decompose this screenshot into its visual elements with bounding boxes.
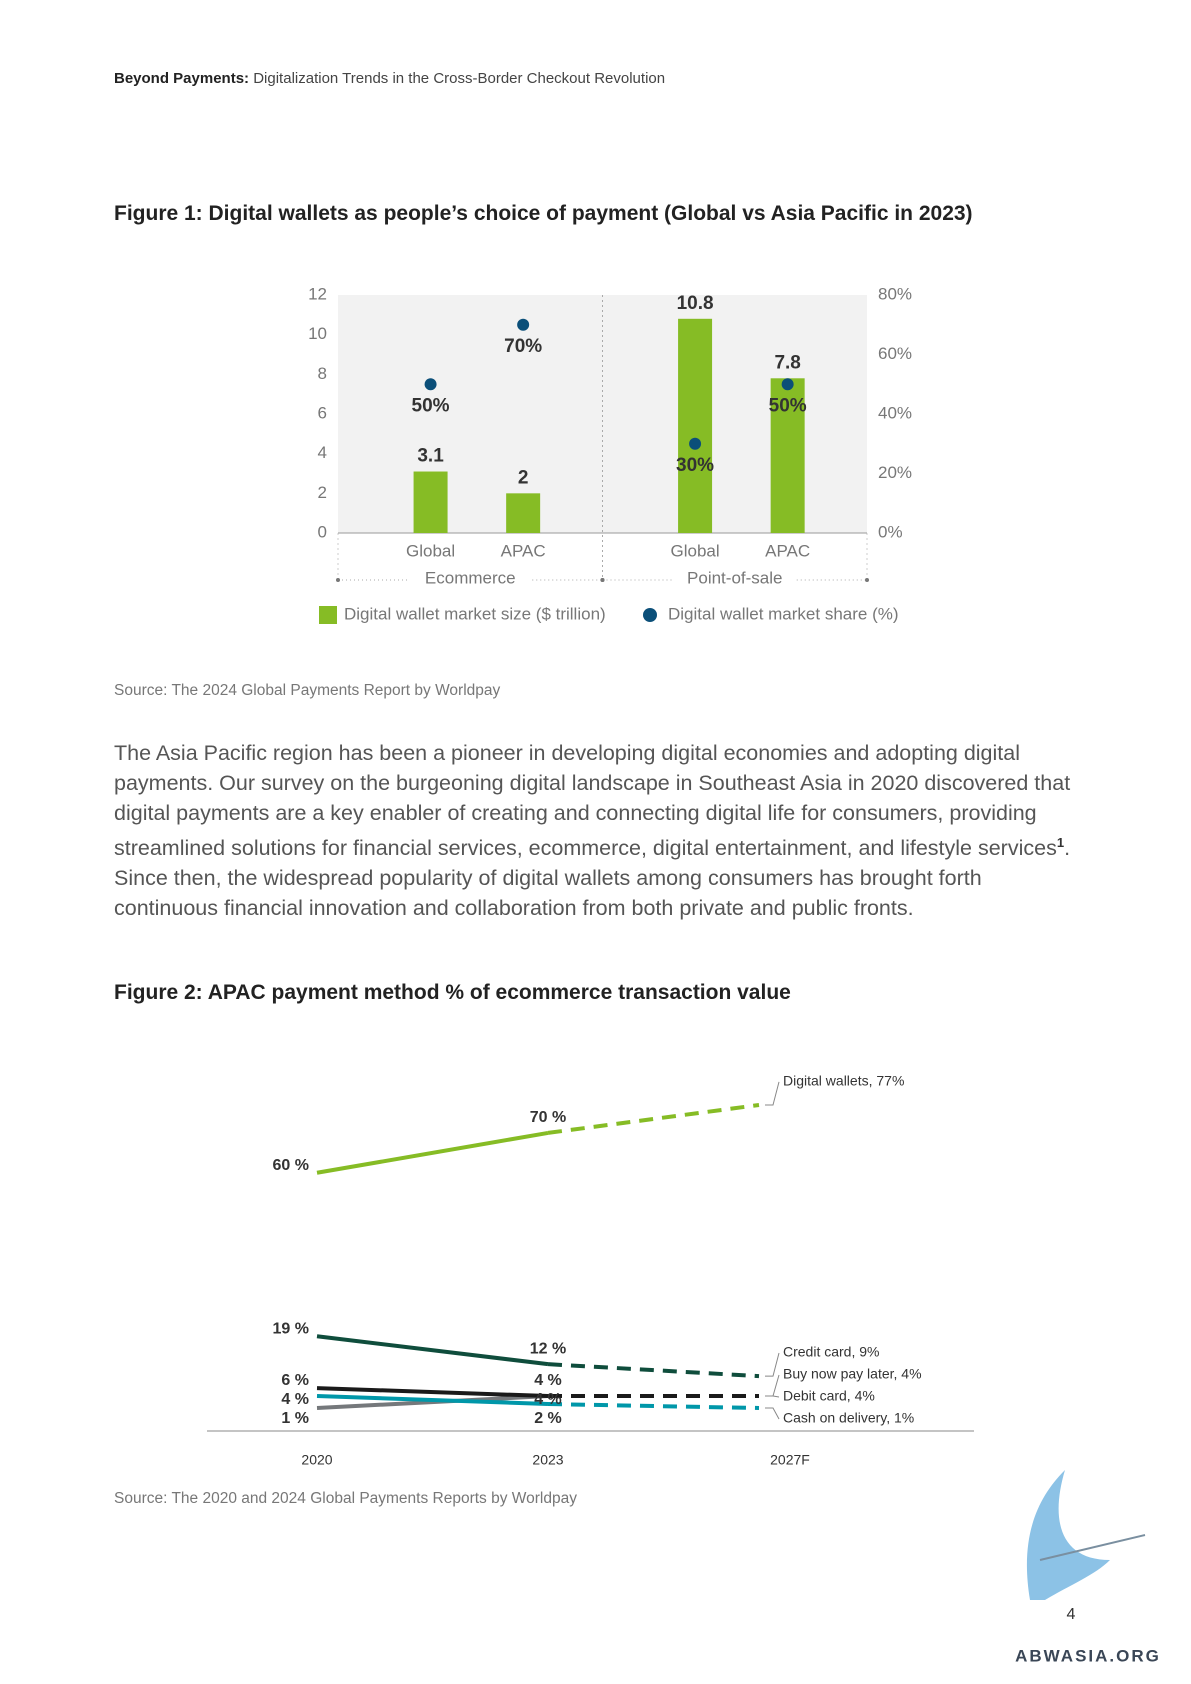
data-label: 50% [769, 395, 807, 416]
bracket-end [336, 578, 340, 582]
data-label: 2 % [534, 1410, 562, 1427]
end-label: Buy now pay later, 4% [783, 1366, 922, 1382]
legend-label: Digital wallet market share (%) [668, 604, 899, 623]
leader-line [765, 1374, 780, 1397]
data-label: 10.8 [677, 293, 714, 314]
leader-line [765, 1352, 780, 1377]
legend-swatch [643, 608, 657, 622]
y-tick-label: 8 [318, 364, 327, 383]
x-tick-label: 2020 [301, 1452, 332, 1468]
data-label: 70 % [530, 1109, 566, 1126]
header-bold: Beyond Payments: [114, 70, 250, 87]
data-label: 4 % [534, 1372, 562, 1389]
leader-line [765, 1407, 780, 1420]
data-label: 1 % [281, 1410, 309, 1427]
watermark-logo [1039, 1534, 1146, 1561]
bracket-end [865, 578, 869, 582]
y2-tick-label: 80% [878, 284, 912, 303]
y-tick-label: 4 [318, 443, 327, 462]
y-tick-label: 12 [308, 284, 327, 303]
data-label: 30% [676, 455, 714, 476]
bar [770, 378, 805, 533]
series-line [316, 1386, 549, 1399]
series-line [547, 1103, 760, 1135]
end-label: Credit card, 9% [783, 1344, 879, 1360]
series-line [316, 1394, 549, 1407]
group-label: Ecommerce [425, 568, 516, 587]
data-label: 60 % [273, 1157, 309, 1174]
x-tick-label: APAC [501, 541, 546, 560]
y2-tick-label: 40% [878, 403, 912, 422]
watermark-logo [1026, 1470, 1110, 1600]
x-tick-label: APAC [765, 541, 810, 560]
data-label: 2 [518, 467, 529, 488]
data-label: 70% [504, 336, 542, 357]
data-label: 19 % [273, 1320, 309, 1337]
x-tick-label: 2023 [532, 1452, 563, 1468]
data-label: 3.1 [417, 446, 444, 467]
data-label: 7.8 [774, 352, 800, 373]
running-header: Beyond Payments: Digitalization Trends i… [114, 70, 665, 87]
footnote-ref: 1 [1056, 835, 1065, 850]
y2-tick-label: 60% [878, 344, 912, 363]
data-label: 12 % [530, 1340, 566, 1357]
share-dot [424, 378, 437, 391]
bar [506, 493, 541, 533]
header-text: Digitalization Trends in the Cross-Borde… [253, 70, 666, 87]
page-number: 4 [1067, 1606, 1076, 1623]
watermark: ABWASIA.ORG [1015, 1646, 1161, 1665]
share-dot [689, 437, 702, 450]
data-label: 50% [412, 395, 450, 416]
x-tick-label: Global [406, 541, 455, 560]
y-tick-label: 6 [318, 403, 327, 422]
data-label: 6 % [281, 1372, 309, 1389]
data-label: 4 % [281, 1391, 309, 1408]
series-line [316, 1334, 549, 1367]
body-text: The Asia Pacific region has been a pione… [114, 741, 1071, 861]
leader-line [765, 1395, 780, 1398]
y2-tick-label: 0% [878, 522, 903, 541]
share-dot [517, 318, 530, 331]
end-label: Cash on delivery, 1% [783, 1410, 914, 1426]
group-label: Point-of-sale [687, 568, 782, 587]
bracket-end [600, 578, 605, 582]
bar [413, 471, 448, 533]
series-line [316, 1130, 549, 1175]
y-tick-label: 10 [308, 324, 327, 343]
end-label: Debit card, 4% [783, 1388, 875, 1404]
share-dot [781, 378, 794, 391]
y2-tick-label: 20% [878, 463, 912, 482]
series-line [547, 1362, 760, 1379]
figure-title: Figure 2: APAC payment method % of ecomm… [114, 981, 791, 1004]
leader-line [765, 1081, 780, 1106]
body-paragraph: The Asia Pacific region has been a pione… [114, 738, 1089, 923]
x-tick-label: 2027F [770, 1452, 810, 1468]
figure-source: Source: The 2024 Global Payments Report … [114, 682, 501, 699]
end-label: Digital wallets, 77% [783, 1073, 904, 1089]
figure-title: Figure 1: Digital wallets as people’s ch… [114, 202, 973, 225]
body-text: . Since then, the widespread popularity … [114, 836, 1071, 921]
figure-source: Source: The 2020 and 2024 Global Payment… [114, 1490, 577, 1507]
x-tick-label: Global [671, 541, 720, 560]
series-line [547, 1402, 760, 1411]
legend-swatch [319, 606, 337, 624]
bar [678, 318, 713, 533]
y-tick-label: 2 [318, 483, 327, 502]
legend-label: Digital wallet market size ($ trillion) [344, 604, 606, 623]
data-label: 4 % [534, 1391, 562, 1408]
y-tick-label: 0 [318, 522, 327, 541]
